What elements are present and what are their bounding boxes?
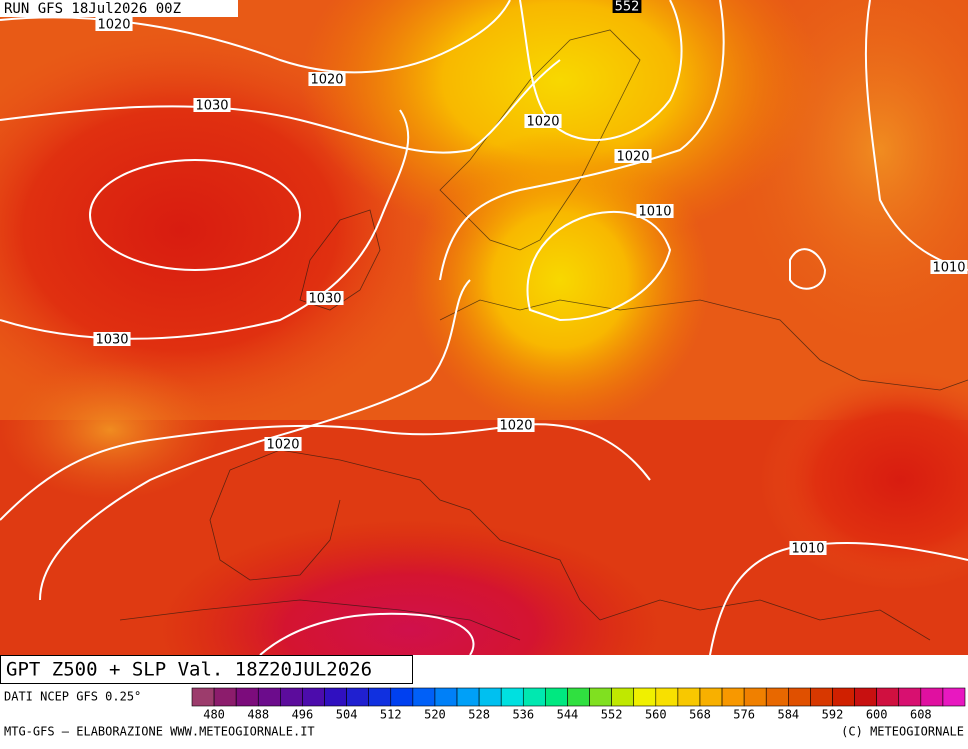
isobar-label-box (95, 17, 133, 31)
isobar-label-box (497, 418, 535, 432)
isobar-label: 1020 (526, 115, 559, 130)
scale-label: 536 (512, 708, 534, 722)
scale-label: 584 (777, 708, 799, 722)
color-scale: 480 488 496 504 512 520 528 536 544 552 560 568 576 5… (191, 687, 966, 722)
scale-swatch (920, 687, 944, 707)
isobar-label-box (636, 204, 674, 218)
scale-label: 600 (866, 708, 888, 722)
scale-swatch (854, 687, 877, 707)
scale-swatch (324, 687, 347, 707)
scale-label: 552 (601, 708, 623, 722)
footer-right: (C) METEOGIORNALE (841, 725, 964, 739)
isobar-label-box (930, 260, 968, 274)
scale-swatch (456, 687, 480, 707)
scale-swatch (942, 687, 966, 707)
scale-label: 576 (733, 708, 755, 722)
isobar-label-box (93, 332, 131, 346)
scale-swatch (500, 687, 524, 707)
scale-swatch (390, 687, 414, 707)
scale-swatch (876, 687, 900, 707)
isobar-labels: 552 1020 1020 1030 1020 1020 1010 1010 1030 1030 1… (93, 0, 968, 557)
isobar-label: 1020 (310, 73, 343, 88)
scale-swatch (743, 687, 767, 707)
scale-swatch (478, 687, 502, 707)
isobar-label-box (612, 0, 642, 13)
scale-label: 488 (247, 708, 269, 722)
scale-label: 568 (689, 708, 711, 722)
scale-swatch (655, 687, 679, 707)
scale-swatch (810, 687, 833, 707)
isobar-label-box (264, 437, 302, 451)
isobar-label: 1020 (616, 150, 649, 165)
scale-swatch (567, 687, 590, 707)
scale-swatch (589, 687, 612, 707)
scale-swatch (235, 687, 259, 707)
scale-swatch (611, 687, 635, 707)
isobar-label: 1010 (932, 261, 965, 276)
scale-swatch (280, 687, 303, 707)
scale-swatch (677, 687, 701, 707)
isobar-label-box (193, 98, 231, 112)
scale-label: 592 (822, 708, 844, 722)
scale-label: 608 (910, 708, 932, 722)
isobar-label-box (308, 72, 346, 86)
scale-swatch (522, 687, 546, 707)
scale-swatch (368, 687, 392, 707)
scale-swatch (545, 687, 568, 707)
title-box (0, 655, 413, 684)
isobar-label-box (614, 149, 652, 163)
isobar-label: 1020 (97, 18, 130, 33)
scale-label: 504 (336, 708, 358, 722)
isobar-label: 1010 (791, 542, 824, 557)
run-label: RUN GFS 18Jul2026 00Z (4, 1, 181, 17)
map-field (760, 370, 968, 590)
scale-swatch (765, 687, 789, 707)
isobar-label: 1020 (499, 419, 532, 434)
scale-swatch (832, 687, 855, 707)
run-box (0, 0, 238, 17)
scale-swatch (699, 687, 723, 707)
isobar-label-box (524, 114, 562, 128)
isobar-label: 552 (615, 0, 640, 15)
map-title: GPT Z500 + SLP Val. 18Z20JUL2026 (6, 659, 372, 681)
isobar-label: 1030 (195, 99, 228, 114)
scale-swatch (788, 687, 811, 707)
scale-swatch (633, 687, 657, 707)
scale-label: 544 (557, 708, 579, 722)
coastlines (119, 29, 968, 641)
data-source: DATI NCEP GFS 0.25° (4, 690, 141, 704)
scale-label: 520 (424, 708, 446, 722)
isobar-label: 1010 (638, 205, 671, 220)
scale-swatch (302, 687, 325, 707)
map-field (410, 130, 710, 430)
scale-swatch (213, 687, 237, 707)
scale-swatch (346, 687, 369, 707)
isobar-label: 1030 (95, 333, 128, 348)
isobar-label: 1030 (308, 292, 341, 307)
isobar-label: 1020 (266, 438, 299, 453)
scale-label: 496 (292, 708, 314, 722)
scale-swatch (257, 687, 281, 707)
scale-swatch (191, 687, 215, 707)
isobar-label-box (306, 291, 344, 305)
scale-swatch (721, 687, 745, 707)
isobar-label-box (789, 541, 827, 555)
footer-left: MTG-GFS — ELABORAZIONE WWW.METEOGIORNALE… (4, 725, 315, 739)
scale-swatch (412, 687, 436, 707)
scale-swatch (434, 687, 458, 707)
map-field (0, 360, 220, 500)
scale-label: 528 (468, 708, 490, 722)
scale-label: 480 (203, 708, 225, 722)
scale-label: 512 (380, 708, 402, 722)
scale-label: 560 (645, 708, 667, 722)
scale-swatch (898, 687, 922, 707)
